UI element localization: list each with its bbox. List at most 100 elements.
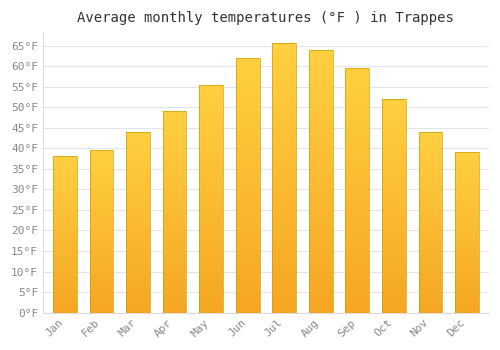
Bar	[236, 306, 260, 309]
Bar	[309, 128, 332, 132]
Bar	[382, 246, 406, 248]
Bar	[309, 125, 332, 128]
Bar	[90, 300, 114, 302]
Bar	[126, 148, 150, 150]
Bar	[272, 259, 296, 262]
Bar	[126, 199, 150, 202]
Bar	[90, 187, 114, 189]
Bar	[236, 290, 260, 294]
Bar	[90, 248, 114, 250]
Bar	[126, 261, 150, 263]
Bar	[382, 254, 406, 257]
Bar	[455, 268, 479, 271]
Bar	[53, 188, 77, 190]
Bar	[455, 307, 479, 309]
Bar	[126, 222, 150, 224]
Bar	[90, 274, 114, 276]
Bar	[236, 274, 260, 278]
Bar	[309, 152, 332, 155]
Bar	[455, 229, 479, 231]
Bar	[53, 217, 77, 219]
Bar	[272, 188, 296, 191]
Bar	[162, 290, 186, 293]
Bar	[90, 219, 114, 221]
Bar	[455, 187, 479, 188]
Bar	[382, 142, 406, 144]
Bar	[418, 191, 442, 193]
Bar	[199, 164, 223, 167]
Bar	[455, 212, 479, 215]
Bar	[382, 307, 406, 310]
Bar	[382, 222, 406, 224]
Bar	[309, 83, 332, 86]
Bar	[236, 230, 260, 233]
Bar	[346, 245, 369, 248]
Bar	[346, 99, 369, 102]
Bar	[272, 70, 296, 74]
Bar	[53, 176, 77, 178]
Bar	[162, 154, 186, 156]
Bar	[272, 198, 296, 202]
Bar	[418, 270, 442, 272]
Bar	[126, 267, 150, 270]
Bar	[455, 174, 479, 176]
Bar	[236, 128, 260, 131]
Bar	[236, 208, 260, 211]
Bar	[346, 248, 369, 252]
Bar	[418, 161, 442, 163]
Bar	[53, 186, 77, 188]
Bar	[346, 160, 369, 163]
Bar	[418, 227, 442, 229]
Bar	[126, 136, 150, 139]
Bar	[382, 158, 406, 160]
Bar	[90, 185, 114, 187]
Bar	[126, 220, 150, 222]
Bar	[418, 245, 442, 247]
Bar	[126, 204, 150, 206]
Bar	[126, 283, 150, 286]
Bar	[53, 266, 77, 268]
Bar	[309, 217, 332, 220]
Bar	[418, 256, 442, 258]
Bar	[236, 141, 260, 144]
Bar	[236, 99, 260, 103]
Bar	[90, 282, 114, 284]
Bar	[90, 213, 114, 215]
Bar	[455, 195, 479, 196]
Bar	[53, 201, 77, 203]
Bar	[309, 300, 332, 303]
Bar	[53, 233, 77, 234]
Bar	[236, 103, 260, 106]
Bar	[53, 295, 77, 297]
Bar	[309, 230, 332, 234]
Bar	[236, 227, 260, 230]
Bar	[346, 68, 369, 71]
Bar	[309, 155, 332, 158]
Bar	[126, 143, 150, 145]
Bar	[382, 248, 406, 251]
Bar	[126, 265, 150, 267]
Bar	[126, 184, 150, 186]
Bar	[90, 211, 114, 213]
Bar	[382, 160, 406, 163]
Bar	[126, 179, 150, 182]
Bar	[309, 257, 332, 260]
Bar	[455, 181, 479, 182]
Bar	[162, 298, 186, 300]
Bar	[236, 297, 260, 300]
Bar	[382, 278, 406, 281]
Bar	[346, 307, 369, 310]
Bar	[162, 207, 186, 209]
Bar	[418, 267, 442, 270]
Bar	[162, 305, 186, 308]
Bar	[346, 261, 369, 264]
Bar	[236, 259, 260, 262]
Bar	[272, 154, 296, 158]
Bar	[126, 290, 150, 292]
Bar	[236, 284, 260, 287]
Bar	[162, 136, 186, 139]
Bar	[418, 139, 442, 141]
Bar	[90, 177, 114, 179]
Bar	[90, 199, 114, 201]
Bar	[309, 69, 332, 73]
